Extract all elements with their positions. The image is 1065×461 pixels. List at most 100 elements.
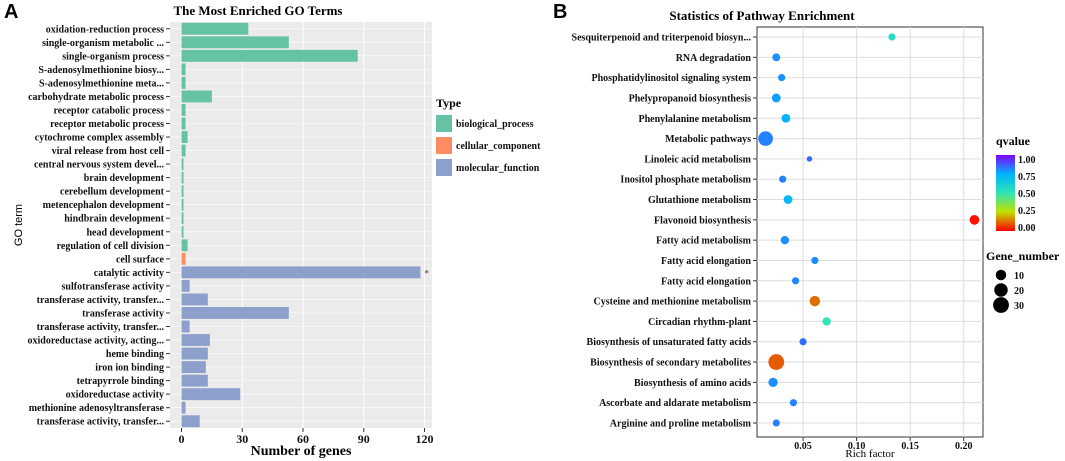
panel-a-y-tick-label: receptor metabolic process	[50, 119, 164, 130]
gene-number-legend-dot	[993, 297, 1009, 313]
panel-a-y-tick-label: transferase activity	[82, 308, 164, 319]
significance-annotation: *	[424, 268, 429, 278]
panel-b-y-tick-label: Phosphatidylinositol signaling system	[592, 73, 752, 84]
point	[779, 175, 787, 183]
panel-a-legend-title: Type	[436, 96, 462, 110]
bar	[181, 293, 208, 306]
panel-a-x-tick-label: 120	[416, 432, 434, 446]
panel-b-plot-border	[756, 26, 984, 438]
panel-a-y-tick-label: transferase activity, transfer...	[37, 322, 165, 333]
point	[758, 131, 773, 146]
panel-a-y-tick-label: transferase activity, transfer...	[37, 417, 165, 428]
panel-b-y-tick-label: Fatty acid elongation	[661, 256, 751, 267]
legend-swatch-biological-process	[436, 115, 452, 132]
bar	[181, 63, 186, 76]
panel-a-y-tick-label: oxidoreductase activity, acting...	[28, 336, 165, 347]
bar	[181, 225, 184, 238]
bar	[181, 252, 186, 265]
panel-b-title: Statistics of Pathway Enrichment	[669, 8, 855, 23]
point	[778, 74, 786, 82]
panel-b-y-tick-label: Arginine and proline metabolism	[610, 419, 752, 430]
bar	[181, 347, 208, 360]
panel-a-y-tick-label: S-adenosylmethionine meta...	[39, 78, 165, 89]
panel-a-y-tick-label: transferase activity, transfer...	[37, 295, 165, 306]
panel-b-x-tick-label: 0.15	[901, 441, 919, 452]
panel-a-title: The Most Enriched GO Terms	[173, 3, 342, 18]
gene-number-legend-dot	[995, 269, 1007, 281]
panel-b-y-tick-label: Cysteine and methionine metabolism	[594, 297, 752, 308]
panel-b-x-tick-label: 0.10	[848, 441, 866, 452]
bar	[181, 36, 289, 49]
panel-a-y-tick-label: oxidation-reduction process	[46, 24, 164, 35]
point	[781, 113, 791, 123]
point	[822, 317, 831, 326]
bar	[181, 198, 184, 211]
panel-b-y-tick-label: Linoleic acid metabolism	[644, 154, 751, 165]
panel-b-y-tick-label: Biosynthesis of secondary metabolites	[590, 358, 751, 369]
legend-label-biological-process: biological_process	[456, 119, 534, 130]
panel-b-y-tick-label: Glutathione metabolism	[648, 195, 752, 206]
point	[772, 53, 781, 62]
panel-a-y-tick-label: methionine adenosyltransferase	[29, 403, 165, 414]
point	[783, 195, 793, 204]
bar	[181, 361, 206, 374]
gene-number-legend-label: 30	[1014, 301, 1024, 312]
bar	[181, 401, 186, 414]
gene-number-legend-dot	[994, 283, 1008, 297]
bar	[181, 144, 186, 157]
legend-swatch-molecular-function	[436, 159, 452, 176]
panel-b-x-tick-label: 0.20	[955, 441, 973, 452]
point	[772, 419, 780, 427]
panel-b-y-tick-label: Flavonoid biosynthesis	[654, 215, 751, 226]
qvalue-legend-title: qvalue	[996, 134, 1031, 148]
point	[888, 33, 896, 41]
legend-swatch-cellular-component	[436, 137, 452, 154]
bar	[181, 279, 190, 292]
panel-b-y-tick-label: Fatty acid metabolism	[656, 236, 752, 247]
panel-a-y-tick-label: metencephalon development	[43, 200, 165, 211]
panel-b-letter: B	[553, 1, 567, 23]
panel-b-x-tick-label: 0.05	[794, 441, 812, 452]
bar	[181, 334, 210, 346]
bar	[181, 117, 186, 130]
panel-a-x-tick-label: 30	[236, 432, 248, 446]
point	[789, 399, 798, 407]
panel-a-x-tick-label: 90	[358, 432, 370, 446]
panel-a-y-tick-label: heme binding	[106, 349, 164, 360]
bar	[181, 320, 190, 333]
bar	[181, 158, 184, 171]
point	[809, 295, 821, 307]
panel-a-y-tick-label: central nervous system devel...	[34, 160, 164, 171]
qvalue-legend-tick: 0.25	[1018, 206, 1036, 217]
panel-a-y-tick-label: carbohydrate metabolic process	[28, 92, 164, 103]
panel-a-y-tick-label: catalytic activity	[94, 268, 164, 279]
panel-a-y-tick-label: brain development	[84, 173, 165, 184]
point	[780, 235, 790, 245]
panel-b-x-axis-label: Rich factor	[845, 448, 895, 460]
bar	[181, 90, 212, 103]
panel-a-y-tick-label: hindbrain development	[64, 214, 164, 225]
panel-a-x-axis-label: Number of genes	[251, 444, 352, 459]
point	[806, 156, 813, 162]
bar	[181, 212, 184, 225]
bar	[181, 104, 186, 116]
bar	[181, 76, 186, 89]
panel-a-x-tick-label: 60	[297, 432, 309, 446]
point	[969, 214, 980, 225]
panel-a-y-tick-label: viral release from host cell	[52, 146, 165, 157]
panel-a-y-tick-label: iron ion binding	[95, 363, 164, 374]
bar	[181, 239, 188, 252]
bar	[181, 388, 241, 401]
panel-a-y-tick-label: tetrapyrrole binding	[77, 376, 164, 387]
panel-a-y-axis-label: GO term	[13, 204, 25, 246]
panel-a-y-tick-label: sulfotransferase activity	[62, 281, 164, 292]
bar	[181, 49, 358, 62]
panel-b-y-tick-label: Fatty acid elongation	[661, 276, 751, 287]
bar	[181, 22, 249, 35]
bar	[181, 415, 200, 428]
panel-a-x-tick-label: 0	[179, 432, 185, 446]
bar	[181, 171, 184, 184]
bar	[181, 131, 188, 143]
panel-a-y-tick-label: head development	[87, 227, 165, 238]
